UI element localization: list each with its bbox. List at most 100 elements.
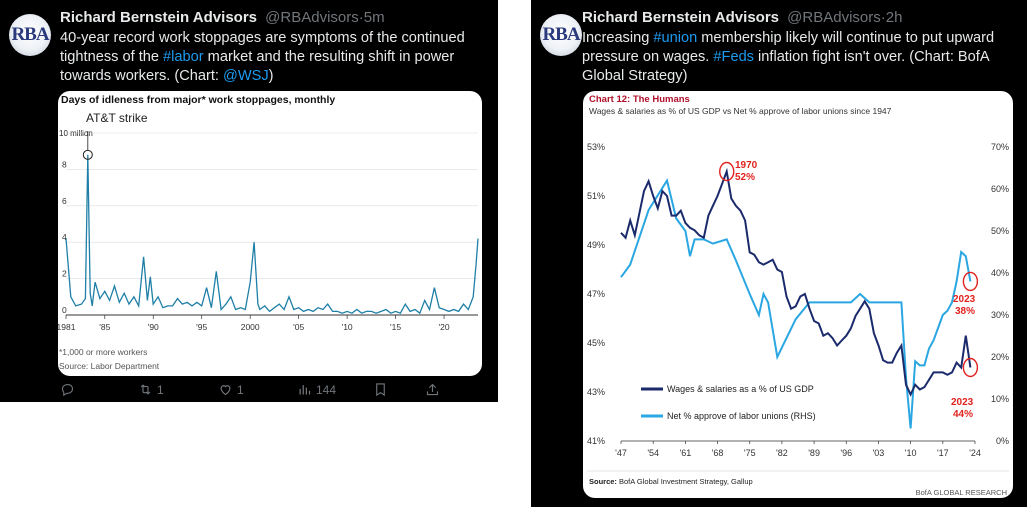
separator-dot: · xyxy=(358,9,364,26)
chart1-gridlines xyxy=(66,132,478,316)
chart2-left-tick-label: 45% xyxy=(587,338,605,348)
chart1-footnote: *1,000 or more workers xyxy=(59,347,147,357)
text-segment: inflation fight isn't over. (Chart: BofA… xyxy=(582,49,989,84)
chart1-y-tick-label: 8 xyxy=(62,159,67,169)
chart2-right-tick-label: 30% xyxy=(991,310,1009,320)
chart1-x-tick-label: '10 xyxy=(342,322,353,332)
chart2-wages-series-line xyxy=(620,167,972,397)
chart2-right-tick-label: 50% xyxy=(991,226,1009,236)
legend-wages-label: Wages & salaries as a % of US GDP xyxy=(667,384,814,394)
like-button[interactable]: 1 xyxy=(218,382,244,397)
chart2-svg: Chart 12: The Humans Wages & salaries as… xyxy=(587,94,1009,497)
views-count: 144 xyxy=(316,382,337,397)
author-name[interactable]: Richard Bernstein Advisors xyxy=(582,9,779,26)
separator-dot: · xyxy=(880,9,886,26)
chart-image-work-stoppages[interactable]: Days of idleness from major* work stoppa… xyxy=(58,91,482,376)
chart1-annotation-att: AT&T strike xyxy=(86,111,148,125)
text-segment: market and the resulting shift in power … xyxy=(60,49,455,84)
chart1-y-tick-label: 2 xyxy=(62,269,67,279)
chart2-source-text: BofA Global Investment Strategy, Gallup xyxy=(619,477,753,486)
chart1-y-tick-label: 4 xyxy=(62,232,67,242)
mention-link[interactable]: @WSJ xyxy=(223,68,269,84)
chart2-x-tick-label: '24 xyxy=(969,448,981,458)
views-button[interactable]: 144 xyxy=(297,382,336,397)
avatar[interactable]: RBA xyxy=(9,14,51,56)
text-segment: membership likely will continue to put u… xyxy=(582,30,995,65)
callout-2023-wages-value: 44% xyxy=(953,409,973,420)
retweet-button[interactable]: 1 xyxy=(138,382,164,397)
chart2-x-tick-label: '10 xyxy=(905,448,917,458)
author-name[interactable]: Richard Bernstein Advisors xyxy=(60,9,257,26)
chart1-x-tick-label: '90 xyxy=(148,322,159,332)
callout-2023-unions-year: 2023 xyxy=(953,294,976,305)
reply-icon xyxy=(61,383,74,397)
author-handle[interactable]: @RBAdvisors xyxy=(265,9,359,26)
callout-2023-wages-circle xyxy=(962,357,979,378)
callout-2023-unions-value: 38% xyxy=(955,306,975,317)
tweet-text: Increasing #union membership likely will… xyxy=(582,29,1013,86)
callout-1970-value: 52% xyxy=(735,172,755,183)
chart2-x-tick-label: '96 xyxy=(840,448,852,458)
reply-button[interactable] xyxy=(60,382,75,397)
callout-2023-wages-year: 2023 xyxy=(951,397,974,408)
tweet-time[interactable]: 5m xyxy=(363,9,385,26)
bookmark-button[interactable] xyxy=(373,382,388,397)
chart2-x-tick-label: '17 xyxy=(937,448,949,458)
chart-image-union-wages[interactable]: Chart 12: The Humans Wages & salaries as… xyxy=(583,91,1013,498)
share-icon xyxy=(426,383,439,396)
chart1-x-tick-label: '85 xyxy=(99,322,110,332)
chart1-x-tick-label: '15 xyxy=(390,322,401,332)
chart2-right-axis-ticks: 70% 60% 50% 40% 30% 20% 10% 0% xyxy=(991,142,1009,446)
chart2-title: Chart 12: The Humans xyxy=(589,94,690,105)
chart2-left-tick-label: 43% xyxy=(587,387,605,397)
tweet-card-work-stoppages[interactable]: RBA Richard Bernstein Advisors @RBAdviso… xyxy=(0,0,498,402)
chart2-right-tick-label: 20% xyxy=(991,352,1009,362)
heart-icon xyxy=(220,385,231,396)
hashtag-link[interactable]: #labor xyxy=(163,49,204,65)
chart2-right-tick-label: 0% xyxy=(996,436,1009,446)
chart2-x-tick-label: '47 xyxy=(615,448,627,458)
callout-1970-year: 1970 xyxy=(735,160,758,171)
chart1-x-tick-label: 1981 xyxy=(58,322,76,332)
tweet-actions: 1 1 144 xyxy=(60,382,450,398)
callout-1970-circle xyxy=(719,161,735,182)
avatar-logo: RBA xyxy=(11,24,49,45)
chart2-x-tick-label: '89 xyxy=(808,448,820,458)
text-segment: ) xyxy=(268,68,274,84)
chart2-x-tick-label: '54 xyxy=(647,448,659,458)
chart2-right-tick-label: 10% xyxy=(991,394,1009,404)
chart2-right-tick-label: 40% xyxy=(991,268,1009,278)
chart2-left-tick-label: 41% xyxy=(587,436,605,446)
avatar-logo: RBA xyxy=(542,24,580,45)
chart2-right-tick-label: 60% xyxy=(991,184,1009,194)
chart2-brand: BofA GLOBAL RESEARCH xyxy=(916,488,1007,497)
chart1-y-tick-label: 0 xyxy=(62,305,67,315)
views-bar-chart-icon xyxy=(299,385,311,395)
share-button[interactable] xyxy=(425,382,440,397)
chart1-y-ticks: 8 6 4 2 0 xyxy=(62,159,67,315)
author-handle[interactable]: @RBAdvisors xyxy=(787,9,881,26)
chart2-left-tick-label: 51% xyxy=(587,191,605,201)
chart2-left-tick-label: 47% xyxy=(587,289,605,299)
chart2-left-axis-ticks: 53% 51% 49% 47% 45% 43% 41% xyxy=(587,142,605,446)
chart1-series-line xyxy=(65,154,479,315)
avatar[interactable]: RBA xyxy=(540,14,582,56)
like-count: 1 xyxy=(237,382,244,397)
hashtag-link[interactable]: #Feds xyxy=(713,49,754,65)
chart1-title: Days of idleness from major* work stoppa… xyxy=(61,94,335,106)
chart2-right-tick-label: 70% xyxy=(991,142,1009,152)
legend-unions-label: Net % approve of labor unions (RHS) xyxy=(667,411,816,421)
text-segment: Increasing xyxy=(582,30,654,46)
chart1-source: Source: Labor Department xyxy=(59,361,160,371)
chart1-x-tick-label: 2000 xyxy=(241,322,260,332)
chart1-unit-label: 10 million xyxy=(59,129,93,138)
chart2-x-tick-label: '82 xyxy=(776,448,788,458)
chart1-x-tick-label: '20 xyxy=(439,322,450,332)
chart1-x-tick-label: '05 xyxy=(293,322,304,332)
chart2-x-ticks: '47 '54 '61 '68 '75 '82 '89 '96 '03 '10 '17 '24 xyxy=(615,441,981,458)
chart2-left-tick-label: 53% xyxy=(587,142,605,152)
tweet-time[interactable]: 2h xyxy=(885,9,903,26)
hashtag-link[interactable]: #union xyxy=(653,30,698,46)
tweet-header: Richard Bernstein Advisors @RBAdvisors·2… xyxy=(582,9,902,26)
chart2-x-tick-label: '68 xyxy=(712,448,724,458)
